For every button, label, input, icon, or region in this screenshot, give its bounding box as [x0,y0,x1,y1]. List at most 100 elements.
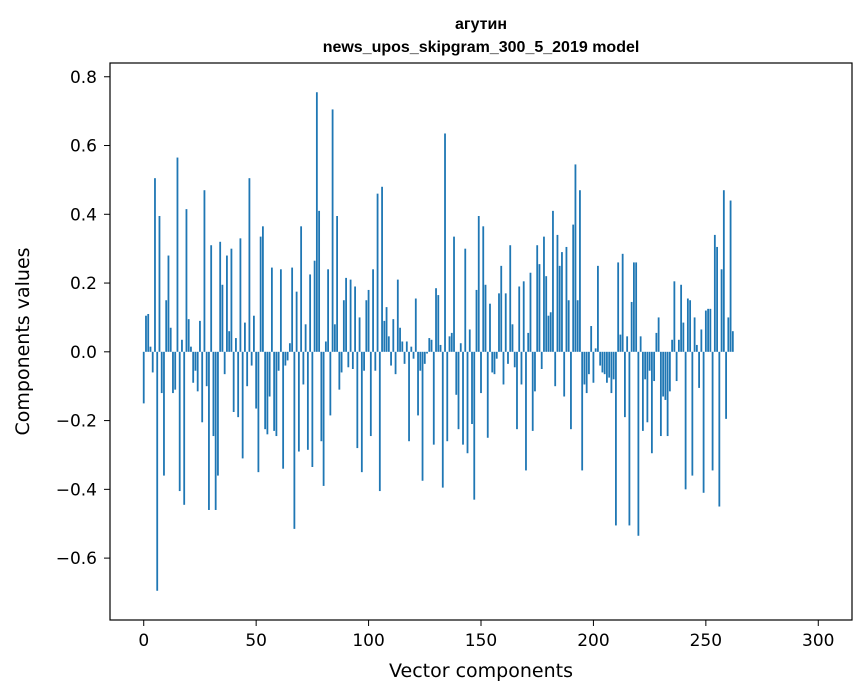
bar [426,351,428,354]
bar [149,346,152,352]
bar [731,331,734,352]
bar [270,267,273,352]
bar [441,351,444,488]
bar [250,351,253,366]
bar [513,351,516,368]
bar [185,209,188,352]
bar [205,351,208,387]
bar [214,351,217,510]
bar [606,351,608,383]
bar [641,351,644,431]
bar [410,346,413,352]
bar [223,351,226,375]
bar [399,327,401,352]
bar [363,351,365,371]
chart-title: агутин [455,16,507,33]
bar [300,226,303,352]
bar [232,351,235,412]
bar [345,277,347,352]
bar [493,351,496,375]
bar [275,351,278,437]
bar [698,351,700,388]
bar [212,351,215,437]
bar [709,308,712,352]
y-tick-label: 0.0 [70,343,97,363]
bar [349,279,352,352]
y-tick-label: 0.4 [70,205,97,225]
bar [178,351,181,492]
bar [439,344,442,352]
bar [165,300,168,352]
bar [522,281,525,352]
bar [552,210,554,352]
bar [704,310,707,352]
bar [504,293,507,352]
y-tick-label: −0.2 [56,412,97,432]
bar [677,339,680,352]
bar [624,351,626,418]
bar [626,336,629,352]
bar [556,234,559,352]
bar [369,351,372,437]
bar [356,351,359,449]
bar [585,351,588,394]
bar [633,262,635,352]
bar [684,351,687,490]
bar [309,274,312,352]
bar [217,351,219,476]
bar [671,339,674,352]
bar [691,351,694,476]
bar [257,351,260,473]
x-axis-label: Vector components [389,660,573,682]
bar [617,262,620,352]
bar [383,320,386,352]
bar [390,351,392,366]
bar [518,286,521,352]
bar [183,351,186,505]
bar [673,281,676,352]
bar [500,265,503,352]
bar [293,351,296,529]
bar [288,343,291,352]
bar [680,284,683,352]
bar [574,164,577,352]
bar [318,210,321,352]
bar [291,267,294,352]
bar [264,351,267,430]
bar [722,190,725,352]
y-tick-label: 0.2 [70,274,97,294]
bar [196,351,199,392]
bar [489,303,491,352]
bar [297,351,300,452]
bar [158,216,161,352]
bar [639,336,642,352]
bar [174,351,177,390]
y-tick-label: −0.4 [56,480,97,500]
bar [540,351,543,369]
bar [588,351,590,375]
bar [682,322,685,352]
bar [313,260,316,352]
bar [239,238,242,352]
bar [284,351,287,366]
bar [176,157,179,352]
bar [401,341,404,352]
bar [266,351,269,435]
bar [608,351,611,378]
bar [354,286,356,352]
bar [536,245,539,352]
bar [286,351,289,361]
bar [603,351,606,375]
y-tick-label: 0.8 [70,68,97,88]
bar [331,109,334,352]
bar [594,348,597,352]
bar [662,351,665,397]
bar [466,351,469,454]
bar [527,332,530,352]
bar [570,351,572,430]
bar [700,329,703,352]
bar [374,351,377,371]
bar [563,351,566,397]
bar [378,351,381,492]
